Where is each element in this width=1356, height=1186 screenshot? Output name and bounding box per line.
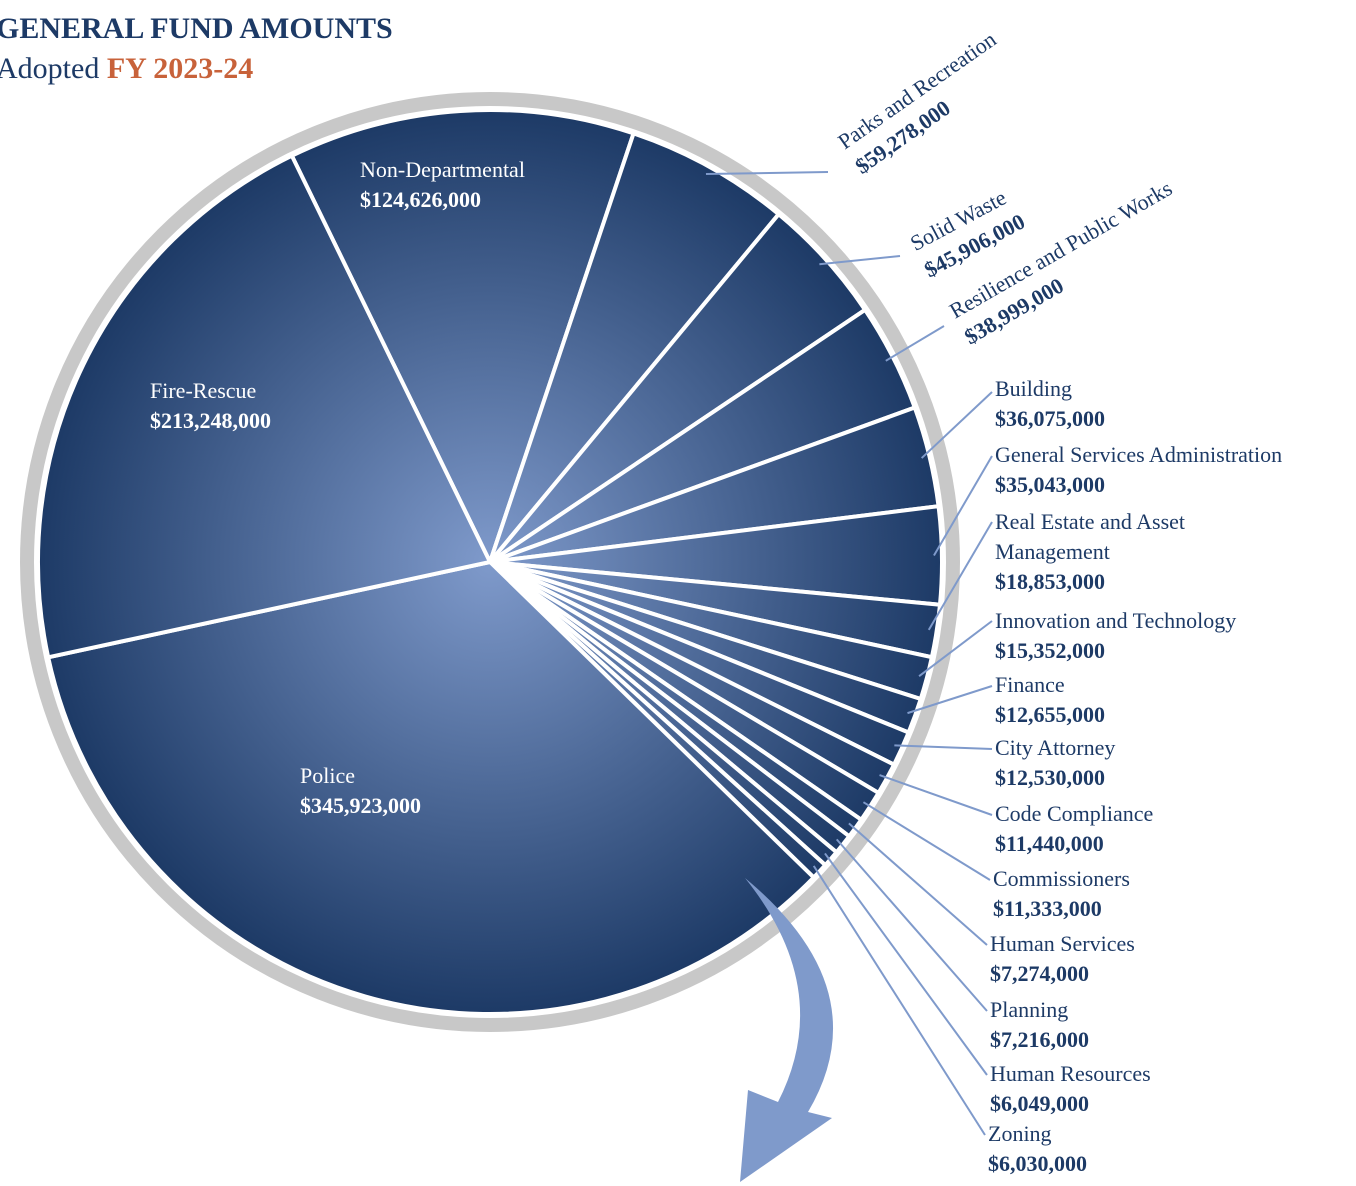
slice-name: Human Resources xyxy=(990,1061,1151,1086)
pie-slice xyxy=(46,560,816,1016)
slice-label: Finance $12,655,000 xyxy=(995,670,1105,730)
leader-line xyxy=(848,822,988,946)
slice-value: $35,043,000 xyxy=(995,472,1105,497)
slice-value: $345,923,000 xyxy=(300,793,421,818)
slice-value: $213,248,000 xyxy=(150,408,271,433)
slice-value: $36,075,000 xyxy=(995,406,1105,431)
subtitle-highlight: FY 2023-24 xyxy=(106,52,254,85)
slice-label: Police $345,923,000 xyxy=(300,761,421,821)
leader-line xyxy=(812,865,986,1136)
leader-line xyxy=(894,744,993,750)
slice-value: $12,530,000 xyxy=(995,765,1105,790)
slice-value: $11,333,000 xyxy=(993,896,1102,921)
leader-line xyxy=(918,620,993,677)
slice-label: City Attorney $12,530,000 xyxy=(995,733,1115,793)
subtitle: Adopted xyxy=(0,52,100,85)
slice-value: $12,655,000 xyxy=(995,702,1105,727)
slice-name: Non-Departmental xyxy=(360,157,525,182)
slice-label: Zoning $6,030,000 xyxy=(988,1119,1087,1179)
chart-subtitle: Adopted FY 2023-24 xyxy=(0,52,253,86)
leader-line xyxy=(920,391,993,459)
arrow xyxy=(740,878,834,1182)
slice-value: $6,030,000 xyxy=(988,1151,1087,1176)
slice-name: Innovation and Technology xyxy=(995,608,1237,633)
slice-label: Fire-Rescue $213,248,000 xyxy=(150,376,271,436)
slice-name: Building xyxy=(995,376,1073,401)
slice-name: Planning xyxy=(990,997,1069,1022)
slice-label: Planning $7,216,000 xyxy=(990,995,1089,1055)
slice-name: Finance xyxy=(995,672,1065,697)
slice-value: $15,352,000 xyxy=(995,638,1105,663)
leader-line xyxy=(819,255,901,266)
slices xyxy=(36,108,944,1016)
slice-label: Code Compliance $11,440,000 xyxy=(995,799,1153,859)
leader-line xyxy=(705,171,829,176)
pie-slice xyxy=(289,108,636,564)
slice-label: Building $36,075,000 xyxy=(995,374,1105,434)
pie-ring xyxy=(20,92,960,1032)
slice-label: Human Resources $6,049,000 xyxy=(990,1059,1151,1119)
leader-line xyxy=(824,852,988,1076)
slice-value: $6,049,000 xyxy=(990,1091,1089,1116)
slice-value: $18,853,000 xyxy=(995,569,1105,594)
slice-name: Real Estate and Asset Management xyxy=(995,509,1186,564)
slice-name: Code Compliance xyxy=(995,801,1154,826)
leader-line xyxy=(862,801,991,881)
slice-name: Commissioners xyxy=(993,866,1130,891)
pie-slice xyxy=(488,131,781,564)
leader-line xyxy=(927,521,993,631)
slice-name: Zoning xyxy=(988,1121,1052,1146)
slice-label: Non-Departmental $124,626,000 xyxy=(360,155,525,215)
leader-line xyxy=(885,325,945,362)
chart-title: GENERAL FUND AMOUNTS xyxy=(0,12,393,45)
slice-label: Commissioners $11,333,000 xyxy=(993,864,1130,924)
leader-line xyxy=(835,838,988,1012)
leader-line xyxy=(879,774,993,816)
slice-name: City Attorney xyxy=(995,735,1116,760)
slice-name: Fire-Rescue xyxy=(150,378,257,403)
leaders xyxy=(705,171,993,1136)
slice-label: Human Services $7,274,000 xyxy=(990,929,1135,989)
slice-label: Real Estate and Asset Management $18,853,… xyxy=(995,507,1235,597)
slice-name: General Services Administration xyxy=(995,442,1283,467)
slice-value: $11,440,000 xyxy=(995,831,1104,856)
slice-value: $7,274,000 xyxy=(990,961,1089,986)
leader-line xyxy=(907,685,993,715)
slice-name: Human Services xyxy=(990,931,1135,956)
slice-label: Innovation and Technology $15,352,000 xyxy=(995,606,1236,666)
pie-slice xyxy=(36,153,492,660)
slice-value: $7,216,000 xyxy=(990,1027,1089,1052)
slice-name: Police xyxy=(300,763,355,788)
leader-line xyxy=(933,455,993,557)
slice-value: $124,626,000 xyxy=(360,187,481,212)
slice-label: General Services Administration $35,043,0… xyxy=(995,440,1282,500)
